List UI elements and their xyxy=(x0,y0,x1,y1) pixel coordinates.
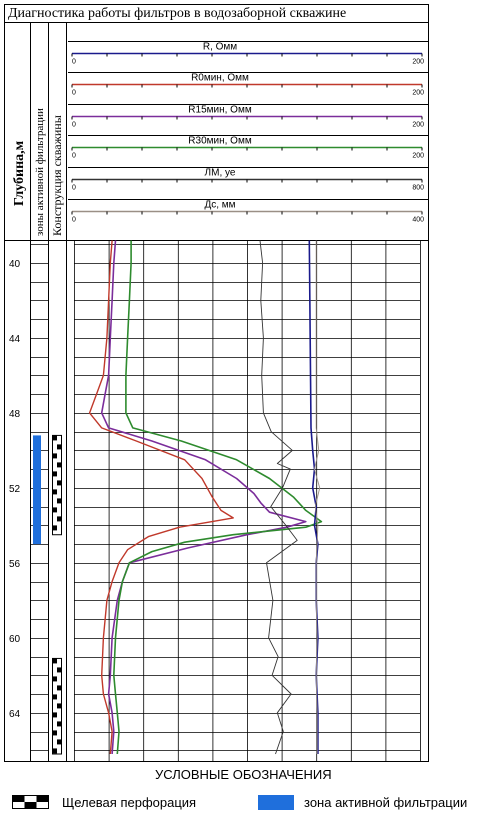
scale-max-label: 200 xyxy=(412,153,424,160)
depth-axis: 40 44 48 52 56 60 64 xyxy=(9,259,21,720)
perforation-slot xyxy=(57,739,62,745)
scale-min-label: 0 xyxy=(72,122,76,129)
zone-legend-label: зона активной фильтрации xyxy=(304,795,467,810)
plot-grid xyxy=(30,240,421,762)
perforation-slot xyxy=(52,694,57,700)
series-line-lm xyxy=(259,240,298,755)
perforation-legend-label: Щелевая перфорация xyxy=(62,795,196,810)
perforation-slot xyxy=(52,712,57,718)
scale-min-label: 0 xyxy=(72,185,76,192)
scale-name: R30мин, Омм xyxy=(188,136,252,147)
legend-heading: УСЛОВНЫЕ ОБОЗНАЧЕНИЯ xyxy=(155,767,332,782)
series-line-dc xyxy=(314,240,321,754)
perforation-slot xyxy=(52,525,57,531)
depth-tick-label: 60 xyxy=(9,634,21,645)
active-zone-track xyxy=(33,435,41,545)
perforation-slot xyxy=(57,498,62,504)
scale-name: R15мин, Омм xyxy=(188,105,252,116)
depth-tick-label: 56 xyxy=(9,559,21,570)
perforation-slot xyxy=(52,676,57,682)
active-zone-bar xyxy=(33,435,41,545)
scale-min-label: 0 xyxy=(72,153,76,160)
scale-name: ЛМ, уе xyxy=(205,168,236,179)
scale-max-label: 400 xyxy=(412,217,424,224)
scale-max-label: 200 xyxy=(412,90,424,97)
depth-tick-label: 40 xyxy=(9,259,21,270)
construction-track xyxy=(52,434,62,755)
depth-column-title: Глубина,м xyxy=(12,140,27,206)
perforation-slot xyxy=(57,721,62,727)
depth-tick-label: 52 xyxy=(9,484,21,495)
scale-max-label: 800 xyxy=(412,185,424,192)
construction-column-title: Конструкция скважины xyxy=(50,115,64,236)
depth-tick-label: 44 xyxy=(9,334,21,345)
perforation-slot xyxy=(57,516,62,522)
scale-max-label: 200 xyxy=(412,122,424,129)
scale-header: R, Омм 0 200 R0мин, Омм 0 200 R15мин, Омм 0 200 R… xyxy=(68,41,428,224)
perforation-slot xyxy=(52,730,57,736)
scale-min-label: 0 xyxy=(72,217,76,224)
depth-tick-label: 64 xyxy=(9,709,21,720)
perforation-legend-swatch xyxy=(12,795,49,809)
scale-min-label: 0 xyxy=(72,59,76,66)
series-line-r0 xyxy=(88,240,234,755)
chart-title: Диагностика работы фильтров в водозаборн… xyxy=(8,6,346,21)
series-line-r30 xyxy=(113,240,323,755)
scale-name: R, Омм xyxy=(203,42,237,53)
zones-column-title: зоны активной фильтрации xyxy=(34,108,46,236)
perforation-slot xyxy=(52,471,57,477)
zone-legend-swatch xyxy=(258,795,294,810)
perforation-slot xyxy=(57,444,62,450)
perforation-slot xyxy=(52,435,57,441)
scale-max-label: 200 xyxy=(412,59,424,66)
series-line-r15 xyxy=(100,240,307,755)
perforation-slot xyxy=(57,685,62,691)
perforation-slot xyxy=(52,489,57,495)
depth-tick-label: 48 xyxy=(9,409,21,420)
curves xyxy=(88,240,323,755)
perforation-slot xyxy=(52,658,57,664)
perforation-slot xyxy=(57,480,62,486)
perforation-slot xyxy=(52,748,57,754)
scale-name: R0мин, Омм xyxy=(191,73,249,84)
perforation-slot xyxy=(57,703,62,709)
perforation-slot xyxy=(57,462,62,468)
scale-name: Дс, мм xyxy=(204,200,235,211)
perforation-slot xyxy=(52,507,57,513)
perforation-slot xyxy=(52,453,57,459)
chart-frame xyxy=(4,4,429,762)
scale-min-label: 0 xyxy=(72,90,76,97)
perforation-slot xyxy=(57,667,62,673)
